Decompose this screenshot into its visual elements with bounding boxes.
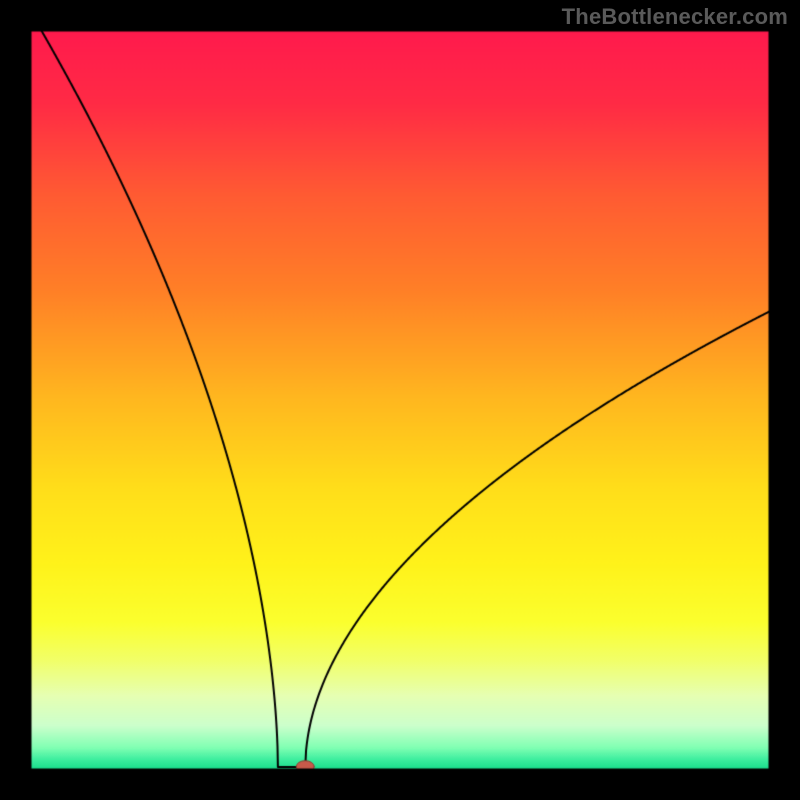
bottleneck-chart [0, 0, 800, 800]
watermark-text: TheBottlenecker.com [562, 4, 788, 30]
